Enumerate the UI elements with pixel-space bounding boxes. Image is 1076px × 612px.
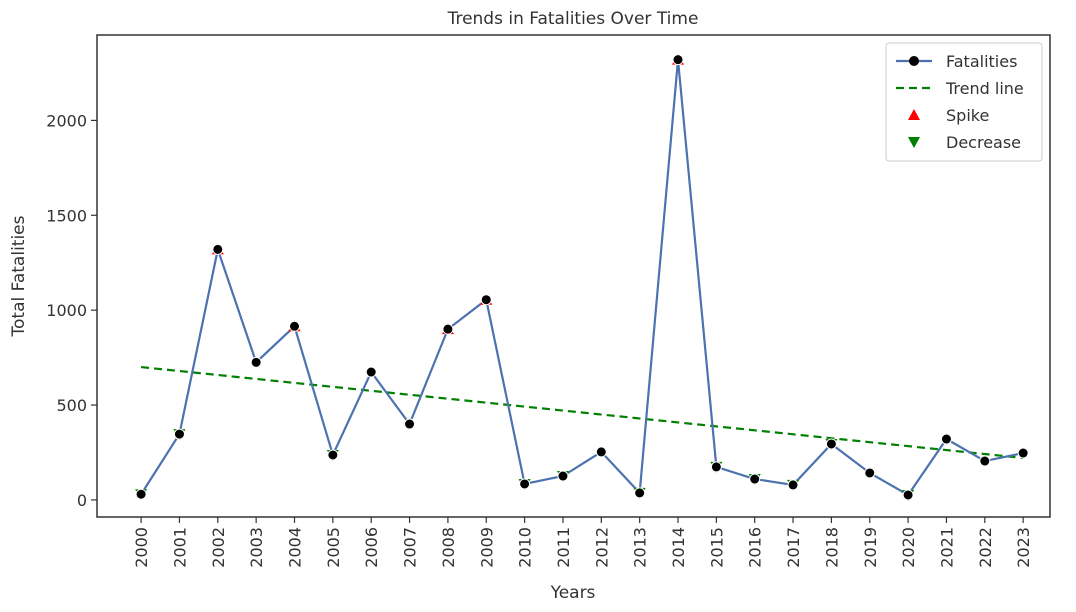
- fatalities-point: [864, 467, 876, 479]
- plot-frame: [96, 34, 1051, 518]
- x-tick-label: 2002: [209, 527, 228, 568]
- legend-swatch: [909, 56, 919, 66]
- fatalities-point: [135, 488, 147, 500]
- y-axis-label: Total Fatalities: [9, 215, 29, 337]
- x-tick-label: 2009: [477, 527, 496, 568]
- fatalities-point: [979, 455, 991, 467]
- x-tick-label: 2012: [592, 527, 611, 568]
- fatalities-point: [404, 418, 416, 430]
- fatalities-point: [787, 479, 799, 491]
- fatalities-point: [250, 356, 262, 368]
- fatalities-point: [442, 323, 454, 335]
- fatalities-point: [365, 366, 377, 378]
- x-tick-label: 2023: [1014, 527, 1033, 568]
- x-tick-label: 2003: [247, 527, 266, 568]
- fatalities-point: [710, 461, 722, 473]
- fatalities-point: [289, 320, 301, 332]
- x-tick-label: 2013: [631, 527, 650, 568]
- fatalities-point: [327, 449, 339, 461]
- y-tick-label: 0: [77, 491, 87, 510]
- fatalities-point: [940, 433, 952, 445]
- fatalities-point: [480, 294, 492, 306]
- legend-label: Spike: [946, 106, 989, 125]
- y-tick-label: 1000: [46, 301, 87, 320]
- x-tick-label: 2021: [937, 527, 956, 568]
- y-tick-label: 1500: [46, 206, 87, 225]
- fatalities-point: [595, 446, 607, 458]
- fatalities-point: [1017, 447, 1029, 459]
- x-tick-label: 2001: [170, 527, 189, 568]
- x-tick-label: 2008: [439, 527, 458, 568]
- legend-swatch: [908, 137, 920, 148]
- x-tick-label: 2018: [822, 527, 841, 568]
- x-tick-label: 2022: [976, 527, 995, 568]
- legend-label: Fatalities: [946, 52, 1017, 71]
- y-tick-label: 500: [56, 396, 87, 415]
- x-tick-label: 2019: [861, 527, 880, 568]
- fatalities-point: [825, 438, 837, 450]
- fatalities-point: [173, 428, 185, 440]
- legend-swatch: [908, 109, 920, 120]
- x-tick-label: 2011: [554, 527, 573, 568]
- x-tick-label: 2017: [784, 527, 803, 568]
- x-tick-label: 2016: [746, 527, 765, 568]
- fatalities-point: [672, 54, 684, 66]
- x-tick-label: 2010: [516, 527, 535, 568]
- chart-title: Trends in Fatalities Over Time: [447, 9, 699, 29]
- legend-label: Decrease: [946, 133, 1021, 152]
- fatalities-line: [140, 59, 1024, 497]
- x-tick-label: 2005: [324, 527, 343, 568]
- x-tick-label: 2014: [669, 527, 688, 568]
- x-axis-label: Years: [550, 583, 596, 603]
- x-tick-label: 2000: [132, 527, 151, 568]
- x-tick-label: 2020: [899, 527, 918, 568]
- fatalities-point: [557, 470, 569, 482]
- x-tick-label: 2007: [401, 527, 420, 568]
- fatalities-point: [902, 489, 914, 501]
- x-tick-label: 2004: [286, 527, 305, 568]
- fatalities-point: [212, 243, 224, 255]
- x-tick-label: 2006: [362, 527, 381, 568]
- legend-box: [885, 42, 1043, 162]
- legend: Fatalities Trend line Spike Decrease: [885, 42, 1043, 162]
- y-tick-label: 2000: [46, 111, 87, 130]
- fatalities-point: [519, 478, 531, 490]
- fatalities-point: [634, 487, 646, 499]
- x-tick-label: 2015: [707, 527, 726, 568]
- fatalities-point: [749, 473, 761, 485]
- trend-line: [140, 365, 1024, 460]
- legend-label: Trend line: [945, 79, 1024, 98]
